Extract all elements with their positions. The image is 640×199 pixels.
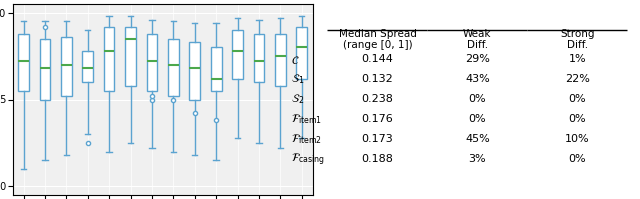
PathPatch shape bbox=[168, 39, 179, 96]
PathPatch shape bbox=[61, 37, 72, 96]
PathPatch shape bbox=[104, 26, 115, 91]
PathPatch shape bbox=[189, 42, 200, 100]
PathPatch shape bbox=[275, 33, 285, 86]
PathPatch shape bbox=[125, 26, 136, 86]
PathPatch shape bbox=[211, 47, 221, 91]
PathPatch shape bbox=[83, 51, 93, 82]
PathPatch shape bbox=[232, 30, 243, 79]
PathPatch shape bbox=[147, 33, 157, 91]
PathPatch shape bbox=[40, 39, 51, 100]
PathPatch shape bbox=[253, 33, 264, 82]
PathPatch shape bbox=[296, 26, 307, 79]
PathPatch shape bbox=[18, 33, 29, 91]
